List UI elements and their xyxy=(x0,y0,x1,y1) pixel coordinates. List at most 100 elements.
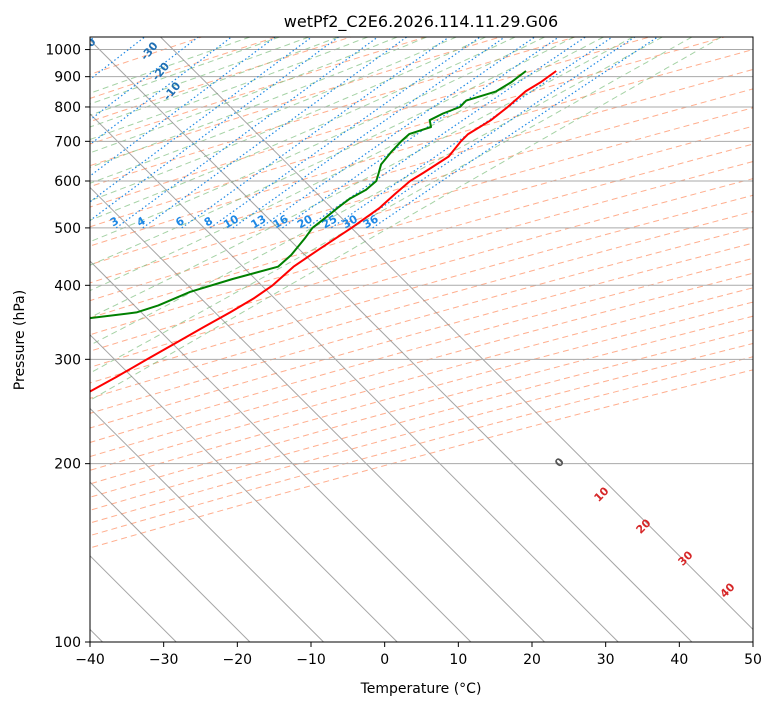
y-tick-label: 600 xyxy=(54,174,81,190)
dry-adiabat-line xyxy=(90,143,753,336)
moist-adiabat-line xyxy=(90,37,545,243)
moist-adiabat-line xyxy=(90,37,457,184)
moist-adiabat-label: 10 xyxy=(592,484,612,504)
dry-adiabat-line xyxy=(90,37,576,188)
dry-adiabat-line xyxy=(90,161,753,352)
dry-adiabat-label: -30 xyxy=(138,39,161,63)
mixing-ratio-label: 16 xyxy=(271,212,291,231)
y-tick-label: 100 xyxy=(54,635,81,651)
mixing-ratio-line xyxy=(209,37,481,229)
dry-adiabat-line xyxy=(90,342,753,524)
mixing-ratio-line xyxy=(90,37,313,203)
y-tick-label: 200 xyxy=(54,457,81,473)
x-tick-label: 0 xyxy=(380,652,389,668)
dry-adiabat-line xyxy=(90,125,753,319)
x-tick-label: −10 xyxy=(296,652,326,668)
mixing-ratio-line xyxy=(90,37,95,42)
y-tick-label: 500 xyxy=(54,221,81,237)
mixing-ratio-line xyxy=(115,37,379,229)
x-axis-label: Temperature (°C) xyxy=(360,681,482,697)
x-tick-label: 50 xyxy=(744,652,762,668)
background-line-labels: 0.10.20.40.611.52346810131620253036-100-… xyxy=(2,35,738,601)
dry-adiabat-label: -40 xyxy=(76,35,99,59)
dry-adiabat-line xyxy=(90,107,753,302)
x-tick-label: −40 xyxy=(75,652,105,668)
mixing-ratio-line xyxy=(90,37,145,81)
x-tick-label: 30 xyxy=(597,652,615,668)
dry-adiabat-line xyxy=(90,315,753,498)
dry-adiabat-line xyxy=(90,242,753,429)
moist-adiabat-label: 20 xyxy=(634,516,654,536)
x-tick-label: −30 xyxy=(149,652,179,668)
background-lines xyxy=(90,37,753,642)
y-tick-label: 800 xyxy=(54,100,81,116)
dry-adiabat-line xyxy=(90,68,753,266)
mixing-ratio-line xyxy=(90,37,232,146)
mixing-ratio-label: 4 xyxy=(134,214,147,229)
isotherm-line xyxy=(90,481,251,642)
isotherm-line xyxy=(90,260,472,642)
y-tick-label: 700 xyxy=(54,134,81,150)
dry-adiabat-line xyxy=(90,211,753,399)
moist-adiabat-line xyxy=(90,37,693,374)
dry-adiabat-line xyxy=(90,257,753,443)
dry-adiabat-line xyxy=(90,356,753,537)
dry-adiabat-line xyxy=(90,369,753,549)
dry-adiabat-line xyxy=(90,37,426,145)
mixing-ratio-line xyxy=(90,37,276,177)
mixing-ratio-line xyxy=(232,37,506,229)
moist-adiabat-label: 30 xyxy=(676,548,696,568)
mixing-ratio-line xyxy=(181,37,450,229)
mixing-ratio-label: 1 xyxy=(13,214,26,229)
x-tick-label: 10 xyxy=(449,652,467,668)
dry-adiabat-line xyxy=(90,37,202,75)
mixing-ratio-line xyxy=(351,37,636,229)
axes: −40 −30 −20 −10 0 10 20 30 40 50 100 200 300 400 500 60… xyxy=(45,43,762,668)
y-tick-label: 900 xyxy=(54,70,81,86)
mixing-ratio-line xyxy=(90,37,199,121)
dry-adiabat-line xyxy=(90,226,753,414)
dry-adiabat-line xyxy=(90,194,753,384)
mixing-ratio-line xyxy=(90,37,339,222)
dry-adiabat-line xyxy=(90,272,753,458)
dry-adiabat-label: -50 xyxy=(2,35,25,59)
dry-adiabat-label: -20 xyxy=(149,60,172,84)
isotherm-line xyxy=(90,186,545,642)
moist-adiabat-line xyxy=(90,37,722,401)
dry-adiabat-line xyxy=(90,37,501,167)
chart-title: wetPf2_C2E6.2026.114.11.29.G06 xyxy=(284,12,558,32)
dry-adiabat-line xyxy=(90,37,650,208)
plot-frame xyxy=(89,36,754,643)
y-tick-label: 1000 xyxy=(45,43,81,59)
moist-adiabat-line xyxy=(90,37,634,319)
mixing-ratio-line xyxy=(306,37,586,229)
dry-adiabat-line xyxy=(90,37,725,228)
dry-adiabat-line xyxy=(90,178,753,368)
y-axis-label: Pressure (hPa) xyxy=(12,290,28,390)
dry-adiabat-label: -10 xyxy=(161,79,184,103)
mixing-ratio-line xyxy=(259,37,536,229)
moist-adiabat-line xyxy=(90,37,398,154)
dry-adiabat-line xyxy=(90,49,753,247)
isotherm-line xyxy=(160,37,753,631)
moist-adiabat-line xyxy=(90,37,368,141)
dry-adiabat-line xyxy=(90,329,753,511)
mixing-ratio-label: 6 xyxy=(173,214,186,229)
isotherm-line xyxy=(90,113,619,642)
y-tick-label: 300 xyxy=(54,352,81,368)
dry-adiabat-line xyxy=(90,88,753,284)
sounding-traces xyxy=(90,70,557,393)
x-tick-label: 40 xyxy=(670,652,688,668)
isotherm-line xyxy=(90,407,324,642)
dry-adiabat-line xyxy=(90,37,351,123)
mixing-ratio-line xyxy=(372,37,659,229)
isotherm-line xyxy=(90,39,693,642)
moist-adiabat-line xyxy=(90,37,251,94)
x-tick-label: −20 xyxy=(223,652,253,668)
y-tick-label: 400 xyxy=(54,278,81,294)
moist-adiabat-line xyxy=(90,37,575,266)
dry-adiabat-line xyxy=(90,287,753,471)
isotherm-line xyxy=(90,334,398,642)
x-tick-label: 20 xyxy=(523,652,541,668)
